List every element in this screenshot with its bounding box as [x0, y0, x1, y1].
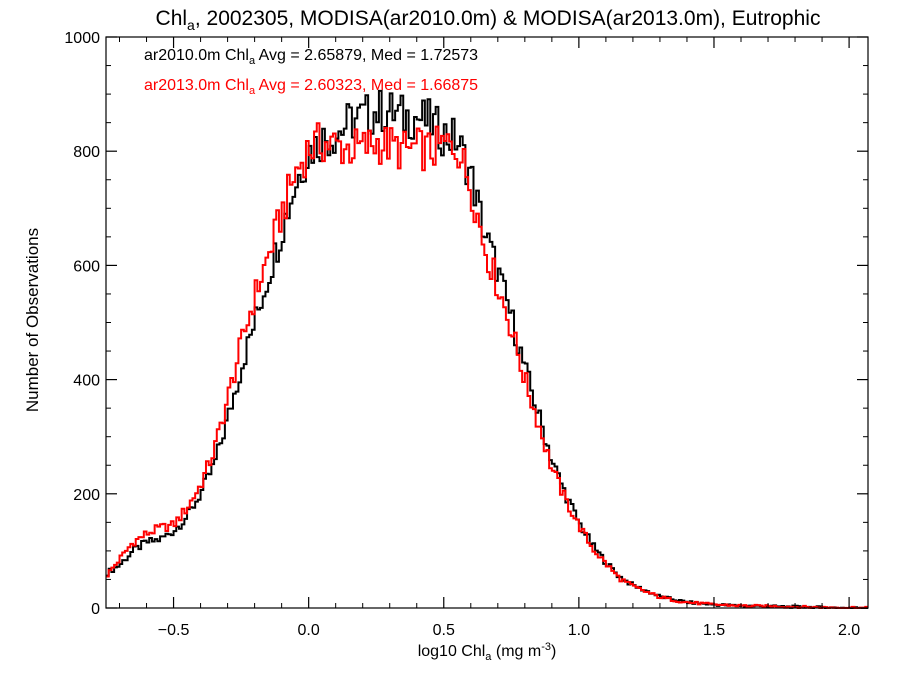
- x-tick-label: 2.0: [838, 622, 860, 639]
- chart-title-post: , 2002305, MODISA(ar2010.0m) & MODISA(ar…: [195, 7, 821, 30]
- y-tick-label: 200: [73, 487, 100, 504]
- y-tick-label: 0: [91, 601, 100, 618]
- legend-entry-ar2013.0m: ar2013.0m Chla Avg = 2.60323, Med = 1.66…: [144, 77, 478, 97]
- x-axis-label-post: (mg m: [491, 643, 541, 660]
- chart-title-sub: a: [187, 17, 195, 33]
- legend-entry-ar2010.0m: ar2010.0m Chla Avg = 2.65879, Med = 1.72…: [144, 47, 478, 67]
- legend-label-pre: ar2010.0m Chl: [144, 47, 249, 64]
- x-tick-label: 0.5: [433, 622, 455, 639]
- x-tick-label: 1.0: [568, 622, 590, 639]
- x-axis-label-sub: a: [485, 651, 492, 663]
- legend-label-post: Avg = 2.65879, Med = 1.72573: [255, 47, 478, 64]
- x-tick-label: −0.5: [158, 622, 190, 639]
- legend-label-sub: a: [249, 55, 256, 67]
- x-axis-label-end: ): [551, 643, 556, 660]
- plot-frame: [105, 36, 869, 609]
- y-tick-label: 400: [73, 373, 100, 390]
- x-axis-label-pre: log10 Chl: [418, 643, 486, 660]
- x-tick-label: 1.5: [703, 622, 725, 639]
- x-axis-label-sup: -3: [541, 641, 551, 653]
- legend-label-sub: a: [249, 85, 256, 97]
- x-tick-label: 0.0: [298, 622, 320, 639]
- series-line-ar2013.0m: [106, 122, 868, 609]
- series-line-ar2010.0m: [106, 89, 868, 609]
- legend-label-pre: ar2013.0m Chl: [144, 77, 249, 94]
- plot-area: −0.5 0.0 0.5 1.0 1.5 2.0 0 200 400 600 800 1000: [64, 30, 869, 639]
- y-tick-label: 1000: [64, 30, 100, 47]
- series-layer: [106, 89, 868, 609]
- chart-title: Chla, 2002305, MODISA(ar2010.0m) & MODIS…: [156, 7, 821, 33]
- legend-label-post: Avg = 2.60323, Med = 1.66875: [255, 77, 478, 94]
- y-tick-label: 600: [73, 258, 100, 275]
- x-axis-label: log10 Chla (mg m-3): [418, 641, 557, 663]
- y-axis: 0 200 400 600 800 1000: [64, 30, 868, 618]
- legend: ar2010.0m Chla Avg = 2.65879, Med = 1.72…: [144, 47, 478, 97]
- y-axis-label: Number of Observations: [23, 228, 42, 412]
- x-axis: −0.5 0.0 0.5 1.0 1.5 2.0: [119, 37, 860, 639]
- chart-title-pre: Chl: [156, 7, 188, 30]
- y-tick-label: 800: [73, 144, 100, 161]
